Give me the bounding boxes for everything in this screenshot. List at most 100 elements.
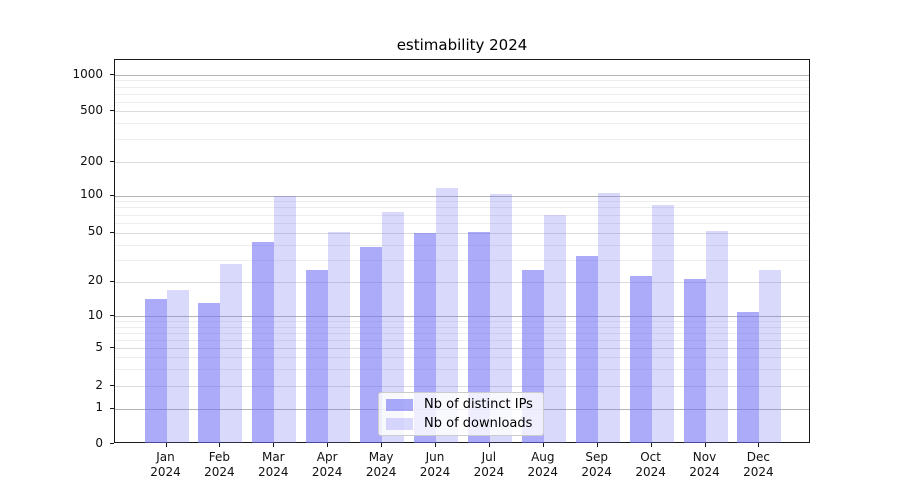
x-tick-mark: [381, 443, 383, 448]
minor-gridline: [115, 339, 809, 341]
bar-downloads: [220, 263, 243, 444]
bar-downloads: [274, 195, 297, 444]
minor-gridline: [115, 332, 809, 334]
y-tick-label: 50: [87, 224, 103, 239]
y-tick-label: 0: [95, 435, 103, 450]
major-gridline: [115, 232, 809, 234]
minor-gridline: [115, 259, 809, 261]
minor-gridline: [115, 222, 809, 224]
y-tick-mark: [110, 161, 114, 162]
major-gridline: [115, 386, 809, 387]
bar-downloads: [489, 194, 512, 444]
bar-downloads: [651, 205, 674, 444]
x-tick-label: Feb 2024: [204, 450, 235, 480]
x-tick-label: Aug 2024: [527, 450, 559, 480]
y-tick-mark: [110, 110, 114, 111]
minor-gridline: [115, 86, 809, 88]
minor-gridline: [115, 93, 809, 95]
y-tick-mark: [110, 315, 114, 317]
x-tick-mark: [327, 443, 329, 448]
y-tick-mark: [110, 231, 114, 233]
bar-distinct-ips: [252, 241, 275, 444]
y-tick-label: 2: [95, 377, 103, 392]
minor-gridline: [115, 357, 809, 359]
minor-gridline: [115, 123, 809, 125]
bar-downloads: [759, 269, 782, 444]
minor-gridline: [115, 80, 809, 82]
bar-downloads: [705, 230, 728, 444]
x-tick-mark: [542, 443, 544, 448]
y-tick-label: 10: [87, 307, 103, 322]
bar-distinct-ips: [144, 299, 167, 444]
bar-downloads: [166, 289, 189, 444]
minor-gridline: [115, 326, 809, 328]
x-tick-mark: [219, 443, 221, 448]
bar-downloads: [597, 193, 620, 444]
y-tick-label: 1000: [72, 66, 103, 81]
major-gridline: [115, 162, 809, 163]
minor-gridline: [115, 244, 809, 246]
bar-downloads: [328, 231, 351, 444]
x-tick-mark: [165, 443, 167, 448]
major-gridline: [115, 111, 809, 112]
y-tick-label: 200: [80, 153, 103, 168]
bar-distinct-ips: [629, 276, 652, 444]
x-tick-label: Mar 2024: [258, 450, 289, 480]
x-tick-label: Jul 2024: [473, 450, 505, 480]
y-tick-mark: [110, 194, 114, 196]
y-tick-label: 100: [80, 187, 103, 201]
chart-title: estimability 2024: [396, 36, 528, 54]
minor-gridline: [115, 139, 809, 141]
x-tick-label: Jan 2024: [150, 450, 181, 480]
x-tick-label: Dec 2024: [743, 450, 774, 480]
legend-swatch-distinct-ips: [386, 398, 413, 411]
minor-gridline: [115, 321, 809, 323]
bar-distinct-ips: [683, 278, 706, 444]
bar-distinct-ips: [575, 256, 598, 444]
minor-gridline: [115, 201, 809, 203]
y-tick-label: 1: [95, 400, 103, 414]
x-tick-mark: [650, 443, 652, 448]
x-tick-mark: [596, 443, 598, 448]
bar-distinct-ips: [737, 311, 760, 444]
x-tick-mark: [704, 443, 706, 448]
y-tick-mark: [110, 347, 114, 348]
y-tick-label: 20: [87, 273, 103, 287]
major-gridline: [115, 195, 809, 197]
y-tick-label: 500: [80, 102, 103, 117]
x-tick-mark: [488, 443, 490, 448]
y-tick-mark: [110, 385, 114, 386]
y-tick-mark: [110, 407, 114, 409]
y-tick-label: 5: [95, 339, 103, 354]
x-tick-mark: [435, 443, 436, 448]
legend-label: Nb of downloads: [424, 416, 533, 431]
bar-distinct-ips: [360, 247, 383, 444]
legend: Nb of distinct IPs Nb of downloads: [378, 392, 544, 436]
x-tick-label: Oct 2024: [635, 450, 666, 480]
major-gridline: [115, 281, 809, 283]
major-gridline: [115, 75, 809, 76]
minor-gridline: [115, 207, 809, 209]
y-tick-mark: [110, 280, 114, 282]
bar-distinct-ips: [414, 232, 436, 444]
minor-gridline: [115, 214, 809, 216]
bar-distinct-ips: [198, 303, 221, 444]
major-gridline: [115, 348, 809, 349]
x-tick-label: Apr 2024: [311, 450, 343, 480]
plot-area: [114, 59, 810, 444]
x-tick-mark: [758, 443, 760, 448]
legend-swatch-downloads: [386, 417, 413, 430]
y-tick-mark: [110, 443, 114, 445]
legend-item-downloads: Nb of downloads: [386, 416, 536, 431]
y-tick-mark: [110, 74, 114, 75]
major-gridline: [115, 316, 809, 318]
x-tick-mark: [273, 443, 275, 448]
bar-downloads: [436, 187, 458, 444]
x-tick-label: Sep 2024: [581, 450, 612, 480]
bar-downloads: [543, 215, 566, 444]
x-tick-label: Jun 2024: [419, 450, 451, 480]
x-tick-label: Nov 2024: [689, 450, 720, 480]
x-tick-label: May 2024: [365, 450, 397, 480]
bar-downloads: [382, 211, 405, 444]
